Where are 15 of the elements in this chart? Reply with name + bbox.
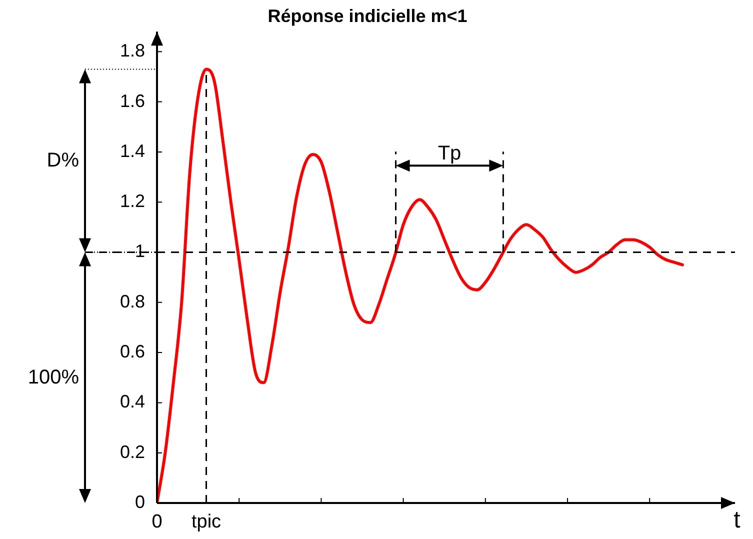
y-tick-label: 0.2 — [120, 442, 145, 462]
y-tick-label: 0.4 — [120, 392, 145, 412]
text: D% — [46, 150, 80, 172]
x-axis-title: t — [734, 506, 741, 534]
x-tick-label: tpic — [191, 512, 222, 533]
chart-title: Réponse indicielle m<1 — [268, 6, 468, 26]
y-tick-label: 0.6 — [120, 342, 145, 362]
text: 100% — [28, 366, 80, 389]
y-tick-label: 1.6 — [120, 90, 145, 111]
y-tick-label: 1.4 — [120, 140, 145, 161]
y-tick-label: 1.2 — [120, 191, 145, 212]
y-tick-label: 1.8 — [120, 40, 145, 61]
y-tick-label: 0.8 — [120, 291, 145, 312]
annotation: Tp — [438, 142, 462, 165]
y-tick-label: 0 — [134, 492, 145, 512]
